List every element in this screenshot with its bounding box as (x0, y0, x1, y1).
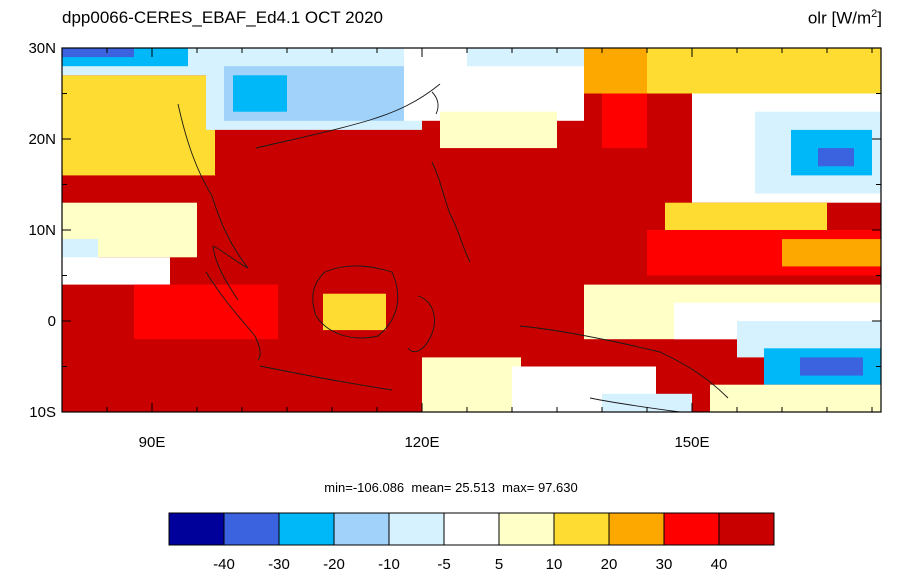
colorbar-box (498, 512, 555, 546)
colorbar-label: -30 (268, 556, 290, 573)
colorbar-label: -10 (378, 556, 400, 573)
stat-min-value: -106.086 (352, 480, 405, 495)
y-tick-label: 10N (28, 222, 56, 239)
field-region-31 (323, 293, 386, 331)
units-prefix: [W/m (831, 8, 872, 28)
coastline-indochina (177, 103, 249, 301)
colorbar-box (388, 512, 445, 546)
field-region-34 (602, 393, 692, 412)
colorbar-box (663, 512, 720, 546)
field-region-7 (62, 48, 134, 58)
field-region-29 (710, 384, 881, 412)
field-region-4 (62, 257, 170, 285)
field-region-32 (422, 357, 521, 412)
colorbar-box (168, 512, 225, 546)
field-region-13 (467, 48, 602, 67)
x-tick-label: 90E (139, 434, 166, 451)
colorbar-box (443, 512, 500, 546)
colorbar-box (553, 512, 610, 546)
stat-min-label: min= (324, 480, 353, 495)
field-statistics: min=-106.086 mean= 25.513 max= 97.630 (0, 480, 902, 495)
x-tick-label: 120E (404, 434, 439, 451)
field-region-10 (233, 75, 287, 112)
coastlines (177, 83, 729, 413)
colorbar-boxes (168, 512, 775, 546)
colorbar-label: 30 (656, 556, 673, 573)
y-tick-labels: 30N 20N 10N 0 10S (28, 40, 56, 421)
colorbar-box (333, 512, 390, 546)
coastline-taiwan (431, 91, 439, 115)
field-region-30 (134, 284, 278, 340)
colorbar-label: -40 (213, 556, 235, 573)
colorbar-label: 10 (546, 556, 563, 573)
field-region-23 (782, 239, 881, 267)
coastline-java (259, 365, 393, 391)
colorbar-box (223, 512, 280, 546)
stat-max-value: 97.630 (537, 480, 578, 495)
units-power: 2 (871, 8, 878, 20)
axis-ticks (61, 47, 881, 413)
field-region-1 (62, 75, 215, 176)
variable-units-label: olr [W/m2] (808, 8, 882, 29)
y-tick-label: 0 (48, 313, 56, 330)
colorbar-label: 5 (495, 556, 503, 573)
y-tick-label: 10S (29, 404, 56, 421)
y-tick-label: 30N (28, 40, 56, 57)
variable-name: olr (807, 8, 827, 28)
units-suffix: ] (877, 8, 882, 28)
colorbar-box (718, 512, 775, 546)
y-tick-label: 20N (28, 131, 56, 148)
coastline-australia (589, 397, 681, 413)
colorbar-label: 40 (711, 556, 728, 573)
stat-mean-label: mean= (411, 480, 452, 495)
x-tick-labels: 90E 120E 150E (139, 434, 710, 451)
coastline-sulawesi (407, 295, 435, 352)
colorbar: -40 -30 -20 -10 -5 5 10 20 30 40 (168, 512, 775, 573)
field-region-12 (440, 111, 557, 149)
coastline-borneo (312, 265, 399, 339)
x-tick-label: 150E (674, 434, 709, 451)
colorbar-label: 20 (601, 556, 618, 573)
colorbar-label: -20 (323, 556, 345, 573)
stat-mean-value: 25.513 (455, 480, 495, 495)
stat-max-label: max= (502, 480, 535, 495)
colorbar-box (278, 512, 335, 546)
colorbar-box (608, 512, 665, 546)
coastline-sumatra (205, 271, 261, 361)
colorbar-label: -5 (437, 556, 450, 573)
coastline-china (255, 83, 441, 149)
coastline-new-guinea (519, 325, 729, 399)
field-region-28 (800, 357, 863, 376)
map-plot: 90E 120E 150E 30N 20N 10N 0 10S (28, 40, 882, 451)
coastline-philippines (431, 161, 471, 263)
olr-field (62, 48, 881, 412)
field-region-16 (647, 48, 881, 94)
colorbar-labels: -40 -30 -20 -10 -5 5 10 20 30 40 (213, 556, 727, 573)
field-region-15 (602, 93, 647, 149)
chart-title: dpp0066-CERES_EBAF_Ed4.1 OCT 2020 (62, 8, 383, 27)
field-region-20 (818, 148, 854, 167)
